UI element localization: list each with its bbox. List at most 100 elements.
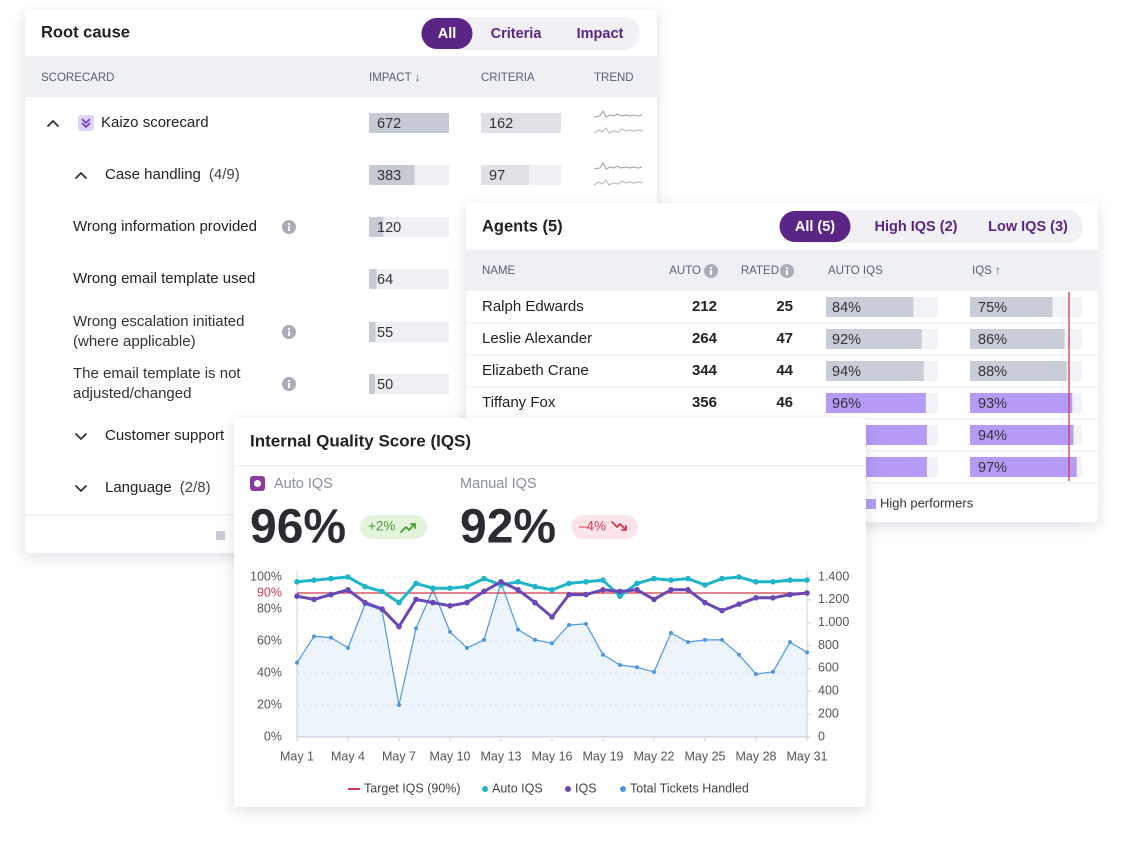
y-tick-label: 60% bbox=[257, 633, 282, 647]
stat-value: 96% bbox=[250, 501, 346, 554]
tab-label[interactable]: Low IQS (3) bbox=[988, 219, 1068, 235]
series-point bbox=[294, 593, 300, 599]
trend-arrow bbox=[611, 521, 627, 531]
series-point bbox=[311, 577, 317, 583]
iqs-value: 88% bbox=[978, 364, 1007, 380]
trend-sparkline bbox=[593, 179, 644, 186]
root-cause-card: Root cause All Criteria Impact SCORECARD IMPA… bbox=[25, 10, 657, 553]
info-icon-dot bbox=[287, 379, 291, 383]
x-tick-label: May 10 bbox=[430, 749, 471, 763]
stat-value: 92% bbox=[460, 501, 556, 554]
series-point bbox=[362, 583, 368, 590]
iqs-card: Internal Quality Score (IQS) Auto IQS 96% +… bbox=[234, 418, 866, 807]
iqs-bar bbox=[970, 361, 1067, 381]
chevron-icon[interactable] bbox=[75, 172, 87, 179]
impact-value: 50 bbox=[377, 377, 393, 393]
impact-value: 64 bbox=[377, 272, 393, 288]
legend-swatch bbox=[565, 786, 571, 792]
card-title: Root cause bbox=[41, 23, 130, 41]
legend-label: IQS bbox=[575, 781, 597, 795]
tab-group bbox=[786, 210, 1083, 243]
tab-group bbox=[421, 17, 640, 50]
info-icon-dot bbox=[287, 327, 291, 331]
y2-tick-label: 600 bbox=[818, 661, 839, 675]
series-point bbox=[685, 575, 691, 582]
info-icon-bar bbox=[288, 226, 290, 231]
series-point bbox=[481, 575, 487, 582]
series-point bbox=[430, 585, 436, 591]
column-header: CRITERIA bbox=[481, 72, 535, 84]
series-point bbox=[754, 672, 758, 677]
impact-bar bbox=[369, 217, 384, 237]
tab-label[interactable]: All bbox=[438, 26, 457, 42]
chevron-icon[interactable] bbox=[47, 120, 59, 127]
x-tick-label: May 1 bbox=[280, 749, 314, 763]
active-tab[interactable] bbox=[421, 18, 473, 49]
column-header: SCORECARD bbox=[41, 72, 114, 84]
series-point bbox=[668, 577, 674, 583]
tab-label[interactable]: Criteria bbox=[491, 26, 543, 42]
y2-tick-label: 200 bbox=[818, 706, 839, 720]
change-value: +2% bbox=[368, 519, 395, 534]
bar-track bbox=[369, 322, 449, 342]
series-point bbox=[753, 595, 759, 601]
series-point bbox=[770, 595, 776, 601]
series-area bbox=[297, 582, 807, 737]
iqs-value: 94% bbox=[978, 428, 1007, 444]
info-icon-bar bbox=[786, 270, 788, 275]
series-point bbox=[719, 607, 725, 614]
series-point bbox=[617, 588, 623, 595]
series-point bbox=[668, 587, 674, 593]
active-tab[interactable] bbox=[779, 211, 851, 242]
series-point bbox=[720, 637, 724, 642]
y2-tick-label: 1.200 bbox=[818, 592, 849, 606]
change-badge bbox=[360, 515, 427, 539]
series-point bbox=[482, 637, 486, 642]
tab-label[interactable]: Impact bbox=[577, 26, 624, 42]
tab-label[interactable]: All (5) bbox=[795, 219, 835, 235]
y-tick-label: 80% bbox=[257, 601, 282, 615]
chevron-icon[interactable] bbox=[75, 485, 87, 492]
table-header bbox=[25, 56, 657, 97]
info-icon-dot bbox=[287, 222, 291, 226]
series-point bbox=[634, 580, 640, 587]
column-header: NAME bbox=[482, 265, 516, 277]
agent-name: Elizabeth Crane bbox=[482, 362, 589, 379]
series-point bbox=[805, 650, 809, 655]
series-point bbox=[770, 579, 776, 585]
legend-swatch bbox=[482, 786, 488, 792]
tab-label[interactable]: High IQS (2) bbox=[875, 219, 958, 235]
iqs-value: 86% bbox=[978, 332, 1007, 348]
info-icon-bar bbox=[710, 270, 712, 275]
agent-name: Ralph Edwards bbox=[482, 298, 584, 315]
x-tick-label: May 4 bbox=[331, 749, 365, 763]
series-point bbox=[804, 590, 810, 596]
rated-count: 25 bbox=[776, 298, 793, 315]
series-point bbox=[396, 623, 402, 630]
impact-value: 120 bbox=[377, 220, 401, 236]
series-point bbox=[686, 640, 690, 645]
y2-tick-label: 0 bbox=[818, 729, 825, 743]
column-header: AUTO bbox=[669, 265, 701, 277]
chevron-icon[interactable] bbox=[75, 433, 87, 440]
series-point bbox=[669, 631, 673, 635]
impact-value: 383 bbox=[377, 168, 401, 184]
target-label: 90% bbox=[257, 585, 282, 599]
series-point bbox=[702, 599, 708, 606]
row-label: Case handling bbox=[105, 166, 201, 183]
agent-name: Tiffany Fox bbox=[482, 394, 556, 411]
y2-tick-label: 400 bbox=[818, 684, 839, 698]
info-icon-dot bbox=[785, 266, 789, 270]
stat-label: Auto IQS bbox=[274, 476, 333, 492]
series-point bbox=[311, 596, 317, 603]
series-point bbox=[753, 579, 759, 585]
legend-swatch bbox=[866, 499, 876, 509]
x-tick-label: May 31 bbox=[787, 749, 828, 763]
iqs-bar bbox=[970, 425, 1074, 445]
legend-label: Total Tickets Handled bbox=[630, 781, 749, 795]
series-point bbox=[788, 640, 792, 645]
auto-count: 356 bbox=[692, 394, 717, 411]
series-point bbox=[634, 587, 640, 593]
series-point bbox=[294, 579, 300, 585]
auto-iqs-bar bbox=[826, 329, 922, 349]
